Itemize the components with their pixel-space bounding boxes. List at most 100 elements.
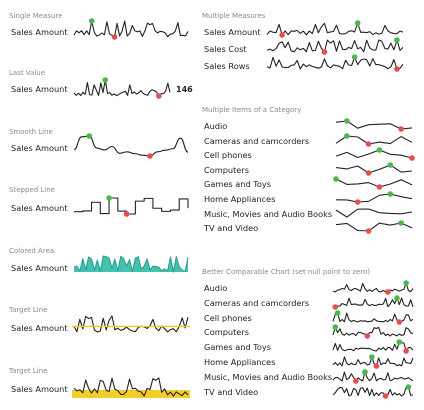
max-point [394, 294, 400, 301]
min-point [123, 211, 130, 217]
sparkline-path [73, 315, 189, 333]
multiple-items-header: Multiple Items of a Category [202, 106, 302, 114]
sparkline-path [332, 326, 414, 337]
smooth-line-sparkline[interactable] [72, 133, 190, 159]
cc-sparkline-0[interactable] [331, 280, 415, 295]
cc-label-7: TV and Video [204, 386, 259, 397]
sparkline-path [73, 255, 189, 273]
cc-label-5: Home Appliances [204, 357, 276, 367]
cc-label-6: Music, Movies and Audio Books [204, 371, 333, 382]
cc-sparkline-6[interactable] [331, 368, 415, 384]
min-point [394, 66, 400, 72]
single-measure-label: Sales Amount [11, 27, 68, 37]
smooth-line-label: Sales Amount [11, 143, 68, 153]
sparkline-path [332, 371, 414, 382]
sparkline-path [74, 197, 189, 215]
target-line-label: Sales Amount [11, 323, 68, 333]
mm-sparkline-sales-amount[interactable] [265, 20, 405, 38]
multiple-measures-header: Multiple Measures [202, 12, 266, 20]
sparkline-path [332, 356, 414, 367]
min-point [365, 228, 372, 234]
smooth-line-header: Smooth Line [9, 128, 53, 136]
mi-sparkline-4[interactable] [333, 176, 414, 191]
target-band [72, 390, 190, 398]
min-point [409, 155, 415, 161]
mi-sparkline-6[interactable] [334, 207, 414, 219]
cc-sparkline-3[interactable] [331, 324, 415, 340]
sparkline-path [332, 386, 414, 397]
min-point [321, 49, 328, 55]
mi-sparkline-1[interactable] [334, 132, 414, 147]
cc-sparkline-7[interactable] [331, 383, 415, 399]
mi-sparkline-5[interactable] [334, 191, 414, 205]
min-point [111, 34, 118, 40]
target-band-sparkline[interactable] [72, 376, 190, 398]
mm-label-sales-amount: Sales Amount [204, 27, 261, 37]
max-point [344, 118, 350, 124]
min-point [376, 184, 383, 191]
max-point [369, 354, 375, 360]
last-value-sparkline[interactable] [72, 77, 172, 99]
mi-label-6: Music, Movies and Audio Books [204, 208, 333, 219]
min-point [354, 199, 361, 205]
last-value-label: Sales Amount [11, 84, 68, 94]
target-line-sparkline[interactable] [72, 314, 190, 334]
mi-sparkline-2[interactable] [334, 147, 415, 161]
cc-sparkline-1[interactable] [331, 294, 415, 310]
max-point [354, 20, 361, 26]
cc-sparkline-4[interactable] [331, 339, 415, 354]
max-point [398, 220, 404, 226]
cc-label-0: Audio [204, 283, 228, 293]
min-point [373, 363, 380, 369]
single-measure-sparkline[interactable] [72, 18, 190, 40]
max-point [334, 309, 341, 316]
stepped-line-sparkline[interactable] [72, 195, 190, 217]
colored-area-header: Colored Area [9, 247, 55, 255]
min-point [365, 140, 372, 147]
stepped-line-label: Sales Amount [11, 203, 68, 213]
sparkline-path [73, 79, 171, 97]
sparkline-path [73, 20, 189, 38]
colored-area-label: Sales Amount [11, 263, 68, 273]
colored-area-sparkline[interactable] [72, 254, 190, 274]
mi-sparkline-7[interactable] [334, 220, 414, 234]
max-point [351, 54, 358, 60]
target-band-header: Target Line [9, 367, 48, 375]
min-point [156, 93, 162, 99]
max-point [332, 324, 339, 331]
max-point [344, 132, 350, 139]
mi-label-7: TV and Video [204, 223, 259, 234]
mi-label-3: Computers [204, 164, 249, 175]
sparkline-path [335, 208, 413, 218]
max-point [387, 191, 394, 197]
last-value-header: Last Value [9, 69, 46, 77]
min-point [403, 348, 409, 354]
cc-sparkline-5[interactable] [331, 354, 415, 369]
cc-label-4: Games and Toys [204, 342, 271, 353]
mm-sparkline-sales-cost[interactable] [265, 37, 405, 55]
min-point [353, 377, 359, 384]
max-point [102, 77, 109, 83]
min-point [147, 153, 153, 159]
min-point [398, 126, 404, 132]
sparkline-path [332, 282, 414, 293]
max-point [86, 133, 92, 139]
mi-sparkline-0[interactable] [334, 118, 414, 132]
max-point [333, 176, 339, 183]
stepped-line-header: Stepped Line [9, 186, 55, 194]
last-value-number: 146 [176, 85, 193, 94]
min-point [332, 303, 339, 310]
min-point [279, 32, 285, 38]
max-point [394, 37, 400, 43]
mi-label-5: Home Appliances [204, 194, 276, 204]
cc-label-2: Cell phones [204, 312, 252, 323]
sparkline-path [266, 39, 404, 53]
mi-sparkline-3[interactable] [334, 161, 414, 176]
single-measure-header: Single Measure [9, 12, 63, 20]
max-point [396, 339, 403, 345]
sparkline-path [73, 377, 189, 397]
cc-sparkline-2[interactable] [331, 309, 415, 325]
mm-sparkline-sales-rows[interactable] [265, 54, 405, 72]
sparkline-path [332, 297, 414, 308]
mm-label-sales-rows: Sales Rows [204, 61, 250, 71]
